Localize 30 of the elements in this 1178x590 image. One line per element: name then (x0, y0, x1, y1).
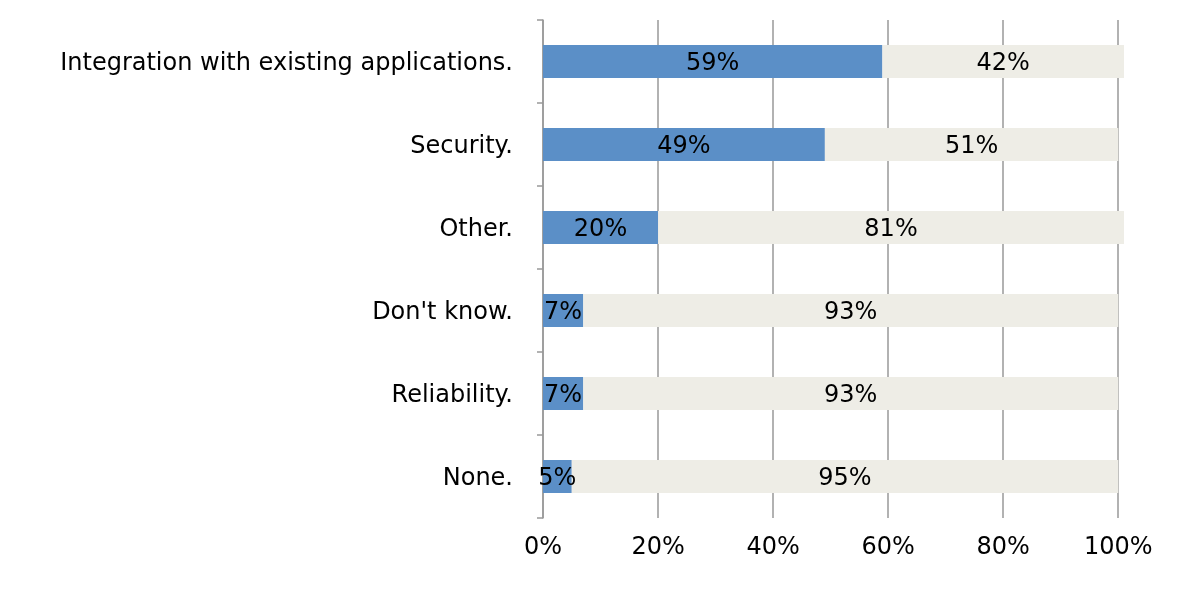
data-label: 42% (976, 47, 1030, 76)
x-tick-label: 20% (631, 532, 685, 560)
data-label: 81% (864, 213, 918, 242)
bar (543, 44, 883, 79)
y-tick-label: None. (442, 462, 513, 491)
x-tick-label: 100% (1083, 532, 1153, 560)
y-tick-label: Don't know. (372, 296, 513, 325)
y-tick-label: Reliability. (391, 379, 513, 408)
bar (583, 293, 1119, 328)
y-tick-label: Other. (439, 213, 513, 242)
data-label: 7% (544, 379, 583, 408)
data-label: 95% (818, 462, 872, 491)
bar (583, 376, 1119, 411)
data-label: 59% (686, 47, 740, 76)
data-label: 20% (573, 213, 628, 242)
x-tick-label: 40% (746, 532, 800, 560)
data-label: 49% (657, 130, 711, 159)
y-tick-label: Security. (410, 130, 513, 159)
data-label: 93% (824, 296, 878, 325)
y-tick-label: Integration with existing applications. (60, 47, 513, 76)
bar (824, 127, 1119, 162)
x-tick-label: 0% (523, 532, 563, 560)
x-tick-label: 80% (976, 532, 1030, 560)
data-label: 7% (544, 296, 583, 325)
data-label: 93% (824, 379, 878, 408)
x-tick-label: 60% (861, 532, 915, 560)
bar (882, 44, 1124, 79)
bar (658, 210, 1124, 245)
data-label: 51% (944, 130, 999, 159)
bar (543, 127, 825, 162)
